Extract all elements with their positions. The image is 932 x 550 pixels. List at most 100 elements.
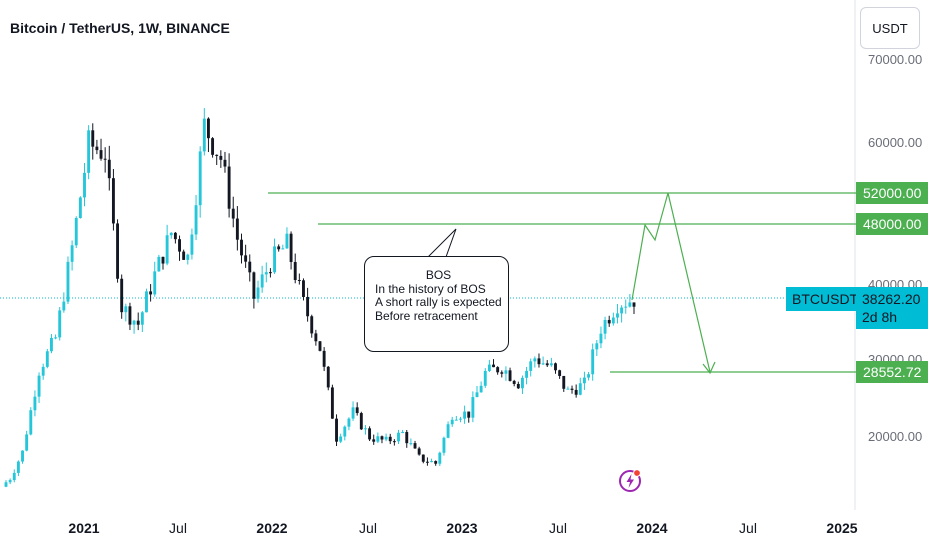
last-price-tag: 38262.20 2d 8h (856, 287, 928, 329)
candle-body (289, 233, 293, 262)
time-axis-label: Jul (169, 520, 187, 536)
candle-body (475, 392, 479, 398)
candle-body (91, 130, 95, 147)
candle-body (516, 383, 520, 389)
candle-body (417, 448, 421, 455)
candle-body (107, 159, 111, 179)
candle-body (504, 370, 508, 374)
candle-body (582, 377, 586, 384)
candle-body (153, 271, 157, 295)
candle-body (37, 375, 41, 397)
candle-body (78, 197, 82, 219)
candle-body (95, 146, 99, 151)
candle-body (413, 443, 417, 449)
candle-body (231, 208, 235, 219)
candle-body (628, 302, 632, 307)
candle-body (521, 377, 524, 389)
candle-body (21, 450, 24, 462)
candle-body (149, 291, 153, 295)
currency-button[interactable]: USDT (860, 7, 920, 49)
candle-body (425, 461, 429, 463)
candle-body (384, 436, 388, 440)
candle-body (103, 158, 107, 160)
candle-body (293, 261, 297, 281)
candle-body (165, 235, 169, 264)
candle-body (128, 306, 132, 325)
candle-body (529, 361, 533, 371)
candle-body (302, 280, 305, 297)
last-price-value: 38262.20 (862, 291, 921, 307)
candle-body (409, 443, 413, 445)
candle-body (252, 272, 256, 299)
callout-line: Before retracement (375, 308, 478, 323)
candle-body (16, 461, 20, 473)
callout-line: A short rally is expected (375, 295, 502, 309)
candle-body (368, 428, 372, 440)
candle-body (194, 205, 198, 235)
candle-body (120, 278, 124, 313)
bos-callout[interactable]: BOS In the history of BOS A short rally … (364, 256, 509, 352)
candle-body (178, 239, 181, 252)
candle-body (318, 341, 322, 351)
candle-body (624, 306, 628, 308)
candle-body (500, 372, 504, 374)
candle-body (74, 218, 78, 246)
candle-body (343, 426, 347, 437)
candle-body (405, 432, 409, 444)
candle-body (198, 151, 202, 206)
lightning-bolt-icon[interactable] (618, 467, 644, 493)
projection-arrowhead (702, 361, 716, 375)
candle-body (376, 436, 380, 442)
candle-body (339, 436, 343, 442)
projection-path (631, 192, 711, 373)
candle-body (558, 370, 562, 376)
candle-body (227, 166, 231, 209)
candle-body (25, 434, 29, 451)
candle-body (587, 374, 590, 378)
candle-body (240, 239, 243, 256)
candle-body (434, 461, 438, 464)
candle-body (326, 366, 330, 388)
candle-body (380, 436, 384, 440)
candle-body (215, 154, 219, 156)
bar-countdown: 2d 8h (862, 309, 898, 325)
candle-body (83, 172, 86, 198)
candle-body (273, 246, 276, 273)
candle-body (33, 396, 37, 411)
candle-body (29, 410, 33, 435)
candlestick-series (4, 108, 636, 488)
candle-body (310, 316, 314, 334)
candle-body (554, 363, 557, 371)
candle-body (306, 296, 310, 317)
callout-line: BOS (425, 268, 452, 282)
callout-line: In the history of BOS (375, 281, 486, 296)
candle-body (487, 364, 491, 371)
candle-body (157, 256, 161, 272)
candle-body (492, 364, 495, 368)
candle-body (277, 246, 281, 250)
candle-body (140, 312, 144, 325)
candle-body (281, 248, 285, 250)
candle-body (446, 424, 450, 438)
candle-body (525, 370, 529, 378)
candle-body (359, 413, 363, 430)
candle-body (264, 272, 268, 275)
candle-body (132, 320, 136, 325)
notification-dot (633, 469, 641, 477)
candle-body (566, 388, 570, 390)
candle-body (260, 274, 264, 288)
candle-body (66, 261, 70, 302)
candle-body (211, 138, 215, 155)
candle-body (599, 333, 603, 344)
candle-body (611, 317, 615, 324)
drawing-lines (268, 192, 856, 375)
candle-body (471, 397, 475, 418)
candle-body (314, 333, 318, 342)
candle-body (483, 370, 487, 386)
candle-body (8, 480, 12, 483)
candle-body (169, 232, 173, 236)
candle-body (219, 155, 223, 160)
candle-body (570, 388, 574, 390)
callout-pointer (427, 228, 457, 258)
